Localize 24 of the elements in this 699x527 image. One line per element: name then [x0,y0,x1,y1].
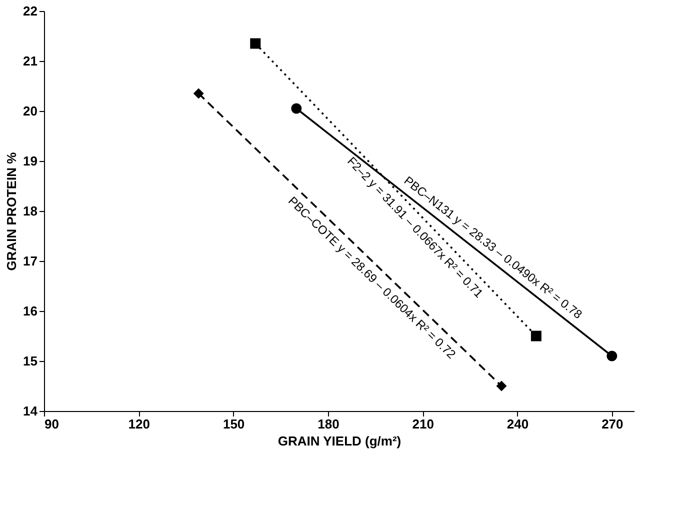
y-tick-label: 17 [23,254,38,268]
point [193,88,204,99]
point [530,330,542,342]
point [291,103,302,114]
x-tick-label: 120 [128,416,150,432]
y-tick-label: 15 [23,354,38,368]
x-axis-title: GRAIN YIELD (g/m²) [278,434,402,448]
y-tick-label: 18 [23,204,38,218]
point [250,38,261,49]
y-tick-label: 22 [23,4,38,18]
point [606,350,618,362]
y-tick-label: 14 [23,404,38,418]
y-tick-label: 21 [23,54,38,68]
y-axis-title: GRAIN PROTEIN % [4,152,20,271]
x-tick-label: 150 [222,416,245,432]
x-tick-label: 210 [412,416,434,432]
x-tick-label: 90 [44,416,59,432]
x-tick-label: 180 [318,416,340,432]
y-tick-label: 16 [23,304,38,318]
x-tick-label: 270 [602,416,624,432]
y-tick-label: 19 [23,154,38,168]
y-tick-label: 20 [23,104,38,118]
point [496,380,507,392]
x-tick-label: 240 [506,416,529,432]
